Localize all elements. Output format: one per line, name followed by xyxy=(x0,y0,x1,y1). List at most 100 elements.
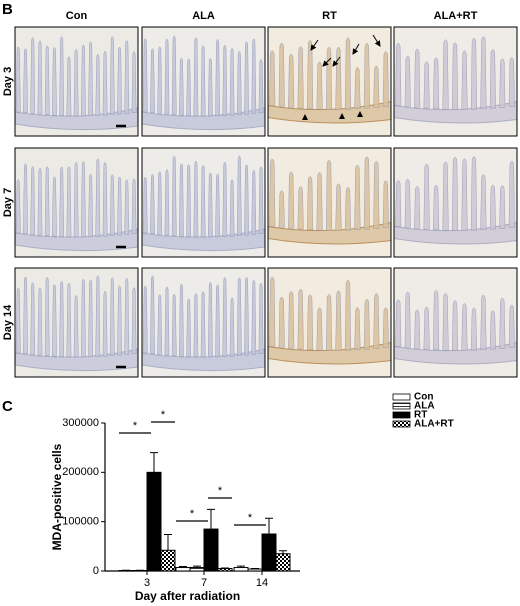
villus xyxy=(251,169,257,235)
villus xyxy=(80,278,86,358)
villus xyxy=(451,156,459,231)
villus xyxy=(117,285,122,356)
villus xyxy=(124,40,130,114)
micrograph xyxy=(141,26,266,137)
villus xyxy=(73,49,79,117)
villus xyxy=(186,298,192,357)
villus xyxy=(499,297,506,349)
villus xyxy=(307,294,314,351)
villus xyxy=(44,276,50,356)
y-tick-label: 0 xyxy=(93,565,99,577)
villus xyxy=(157,294,163,355)
villus xyxy=(373,293,380,349)
villus xyxy=(150,174,155,235)
villus xyxy=(325,160,333,231)
villus xyxy=(297,288,304,350)
error-bar xyxy=(179,566,187,568)
villus xyxy=(222,277,228,357)
villus xyxy=(451,300,459,351)
tissue xyxy=(142,27,265,136)
villus xyxy=(489,310,496,350)
villus xyxy=(278,42,285,107)
panel-label: B xyxy=(2,1,13,18)
error-bar xyxy=(150,452,158,473)
villus xyxy=(354,164,361,231)
villus xyxy=(164,38,170,115)
villus xyxy=(229,297,235,357)
villus xyxy=(171,155,177,236)
micrograph xyxy=(14,147,139,258)
villus xyxy=(251,279,257,355)
frame xyxy=(267,147,392,258)
villus xyxy=(44,166,50,236)
y-tick-label: 300000 xyxy=(62,417,99,429)
villus xyxy=(442,161,449,231)
bar xyxy=(189,567,205,572)
villus xyxy=(244,164,249,236)
panel-label: C xyxy=(2,398,13,415)
villus xyxy=(179,57,184,116)
arrow xyxy=(372,34,381,47)
bar xyxy=(261,533,277,572)
villus xyxy=(288,53,295,108)
submucosa xyxy=(394,341,517,365)
villus xyxy=(414,186,421,229)
villus xyxy=(480,294,487,351)
column-header: ALA+RT xyxy=(434,10,478,22)
submucosa xyxy=(15,228,138,252)
significance-star: * xyxy=(190,508,195,520)
micrograph xyxy=(14,26,139,137)
villus xyxy=(23,276,28,355)
villus xyxy=(325,294,333,351)
villus xyxy=(316,172,323,231)
frame xyxy=(141,267,266,378)
villus xyxy=(297,46,304,109)
villus xyxy=(307,176,314,231)
micrograph xyxy=(267,147,392,258)
frame xyxy=(14,147,139,258)
y-tick-label: 200000 xyxy=(62,466,99,478)
villus xyxy=(44,45,50,115)
villus xyxy=(23,163,28,235)
villus xyxy=(117,46,122,115)
x-tick-label: 14 xyxy=(256,577,268,589)
villus xyxy=(278,190,285,228)
submucosa xyxy=(142,348,265,372)
villus xyxy=(157,171,163,235)
significance-star: * xyxy=(161,409,166,421)
submucosa xyxy=(268,100,391,124)
villus xyxy=(382,307,389,348)
frame xyxy=(267,267,392,378)
submucosa xyxy=(142,228,265,252)
x-axis-label: Day after radiation xyxy=(135,589,240,603)
tissue xyxy=(142,148,265,257)
villus xyxy=(142,176,148,234)
submucosa xyxy=(268,221,391,245)
villus xyxy=(316,307,323,351)
error-bar xyxy=(164,533,172,551)
villus xyxy=(423,61,430,109)
villus xyxy=(363,43,370,109)
villus xyxy=(15,46,21,113)
submucosa xyxy=(15,107,138,131)
villus xyxy=(470,156,478,231)
error-bar xyxy=(279,550,287,554)
villus xyxy=(102,162,108,237)
villus xyxy=(489,184,496,230)
villus xyxy=(73,161,79,238)
villus xyxy=(142,38,148,113)
bar xyxy=(233,567,249,572)
tissue xyxy=(394,268,517,377)
row-label: Day 7 xyxy=(2,188,14,217)
legend-label: ALA+RT xyxy=(414,419,454,430)
frame xyxy=(393,26,518,137)
villus xyxy=(373,65,380,108)
micrograph xyxy=(267,267,392,378)
villus xyxy=(236,155,242,236)
villus xyxy=(251,38,257,114)
row-label: Day 14 xyxy=(2,304,14,340)
submucosa xyxy=(268,341,391,365)
frame xyxy=(393,267,518,378)
villus xyxy=(150,275,155,355)
